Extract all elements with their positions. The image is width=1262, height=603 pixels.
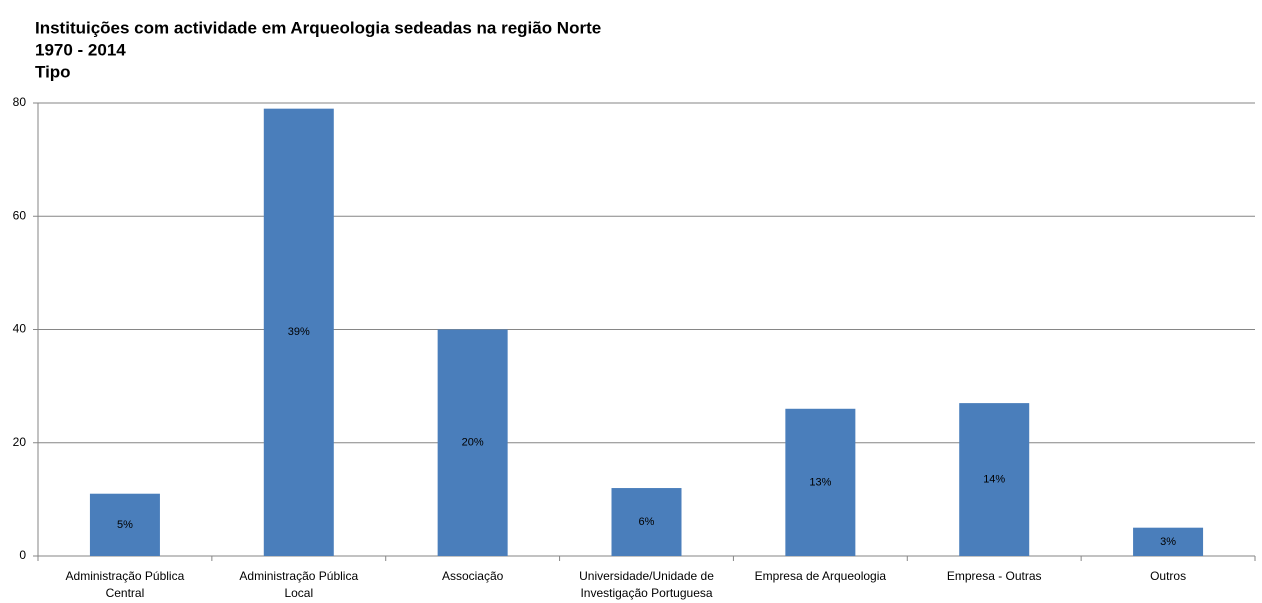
x-tick-label: Local (284, 586, 313, 600)
data-label: 5% (117, 519, 133, 531)
data-label: 6% (639, 516, 655, 528)
bar (785, 408, 856, 556)
x-tick-label: Empresa - Outras (947, 569, 1042, 583)
y-tick-label: 40 (13, 322, 27, 336)
data-label: 14% (983, 473, 1005, 485)
data-label: 20% (462, 437, 484, 449)
x-tick-label: Outros (1150, 569, 1186, 583)
y-tick-label: 0 (19, 548, 26, 562)
bar (89, 493, 160, 556)
data-label: 13% (809, 476, 831, 488)
chart-title: Instituições com actividade em Arqueolog… (35, 18, 601, 37)
data-label: 3% (1160, 536, 1176, 548)
bar (611, 488, 682, 556)
bar (437, 329, 508, 556)
data-label: 39% (288, 326, 310, 338)
chart-title: Tipo (35, 62, 71, 81)
y-tick-label: 20 (13, 435, 27, 449)
x-tick-label: Administração Pública (66, 569, 185, 583)
x-tick-label: Universidade/Unidade de (579, 569, 714, 583)
chart-title: 1970 - 2014 (35, 40, 126, 59)
x-tick-label: Administração Pública (239, 569, 358, 583)
bar (959, 403, 1030, 556)
bar (263, 108, 334, 556)
bar (1133, 527, 1204, 556)
x-tick-label: Investigação Portuguesa (580, 586, 712, 600)
y-tick-label: 60 (13, 208, 27, 222)
x-tick-label: Empresa de Arqueologia (755, 569, 887, 583)
y-tick-label: 80 (13, 95, 27, 109)
x-tick-label: Associação (442, 569, 504, 583)
x-tick-label: Central (106, 586, 145, 600)
